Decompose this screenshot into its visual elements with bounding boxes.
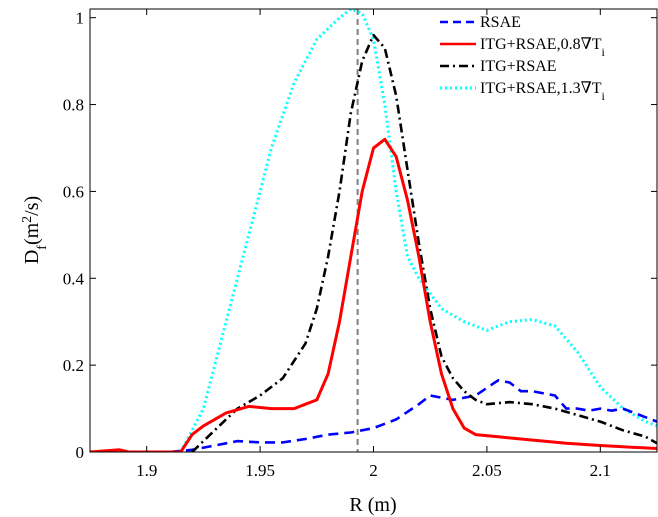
- legend-label-2: ITG+RSAE: [480, 58, 557, 75]
- tick-layer: 1.9 1.95 2 2.05 2.1 0 0.2 0.4 0.6 0.8 1: [63, 9, 657, 480]
- x-tick-label: 2.05: [472, 461, 502, 480]
- x-axis-label: R (m): [349, 494, 396, 516]
- x-tick-label: 1.95: [245, 461, 275, 480]
- series-line-1: [90, 137, 657, 452]
- series-layer: [90, 9, 657, 452]
- legend-label-0: RSAE: [480, 14, 521, 31]
- y-axis-label: Df(m2/s): [20, 196, 50, 264]
- plot-background: [90, 9, 657, 452]
- x-tick-label: 1.9: [136, 461, 157, 480]
- y-tick-label: 0.4: [63, 269, 85, 288]
- y-tick-label: 0.2: [63, 356, 84, 375]
- y-tick-label: 1: [76, 9, 85, 28]
- x-tick-label: 2: [369, 461, 378, 480]
- y-tick-label: 0.8: [63, 96, 84, 115]
- y-tick-label: 0.6: [63, 182, 84, 201]
- series-line-2: [191, 33, 657, 452]
- series-line-3: [179, 9, 657, 452]
- y-tick-label: 0: [76, 443, 85, 462]
- x-tick-label: 2.1: [590, 461, 611, 480]
- series-line-0: [90, 379, 657, 452]
